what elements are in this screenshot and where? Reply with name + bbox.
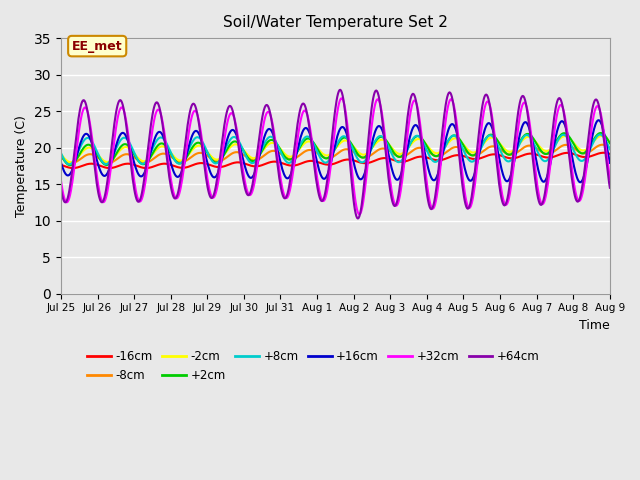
Title: Soil/Water Temperature Set 2: Soil/Water Temperature Set 2 (223, 15, 448, 30)
Legend: -16cm, -8cm, -2cm, +2cm, +8cm, +16cm, +32cm, +64cm: -16cm, -8cm, -2cm, +2cm, +8cm, +16cm, +3… (82, 346, 545, 387)
Text: EE_met: EE_met (72, 40, 122, 53)
Y-axis label: Temperature (C): Temperature (C) (15, 115, 28, 217)
X-axis label: Time: Time (579, 319, 610, 332)
